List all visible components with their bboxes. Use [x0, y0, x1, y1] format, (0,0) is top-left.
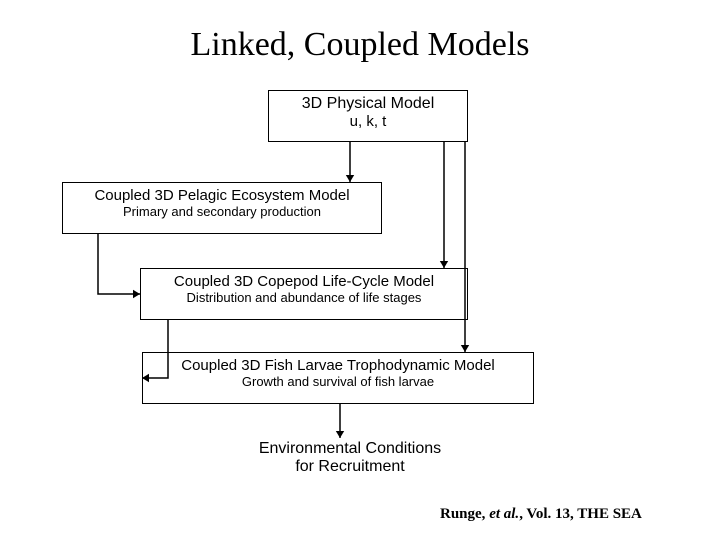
node-physical-title: 3D Physical Model: [277, 95, 459, 113]
node-physical-model: 3D Physical Model u, k, t: [268, 90, 468, 142]
node-pelagic-model: Coupled 3D Pelagic Ecosystem Model Prima…: [62, 182, 382, 234]
node-fish-title: Coupled 3D Fish Larvae Trophodynamic Mod…: [151, 357, 525, 374]
output-line2: for Recruitment: [220, 458, 480, 476]
node-fish-sub: Growth and survival of fish larvae: [151, 374, 525, 389]
citation-suffix: , Vol. 13, THE SEA: [519, 506, 642, 522]
node-copepod-sub: Distribution and abundance of life stage…: [149, 290, 459, 305]
citation: Runge, et al., Vol. 13, THE SEA: [440, 506, 642, 523]
output-line1: Environmental Conditions: [220, 440, 480, 458]
node-pelagic-title: Coupled 3D Pelagic Ecosystem Model: [71, 187, 373, 204]
citation-prefix: Runge,: [440, 506, 489, 522]
node-pelagic-sub: Primary and secondary production: [71, 204, 373, 219]
node-copepod-title: Coupled 3D Copepod Life-Cycle Model: [149, 273, 459, 290]
page-title: Linked, Coupled Models: [0, 26, 720, 64]
node-physical-sub: u, k, t: [277, 113, 459, 130]
node-copepod-model: Coupled 3D Copepod Life-Cycle Model Dist…: [140, 268, 468, 320]
output-label: Environmental Conditions for Recruitment: [220, 440, 480, 476]
citation-italic: et al.: [489, 506, 519, 522]
node-fish-model: Coupled 3D Fish Larvae Trophodynamic Mod…: [142, 352, 534, 404]
